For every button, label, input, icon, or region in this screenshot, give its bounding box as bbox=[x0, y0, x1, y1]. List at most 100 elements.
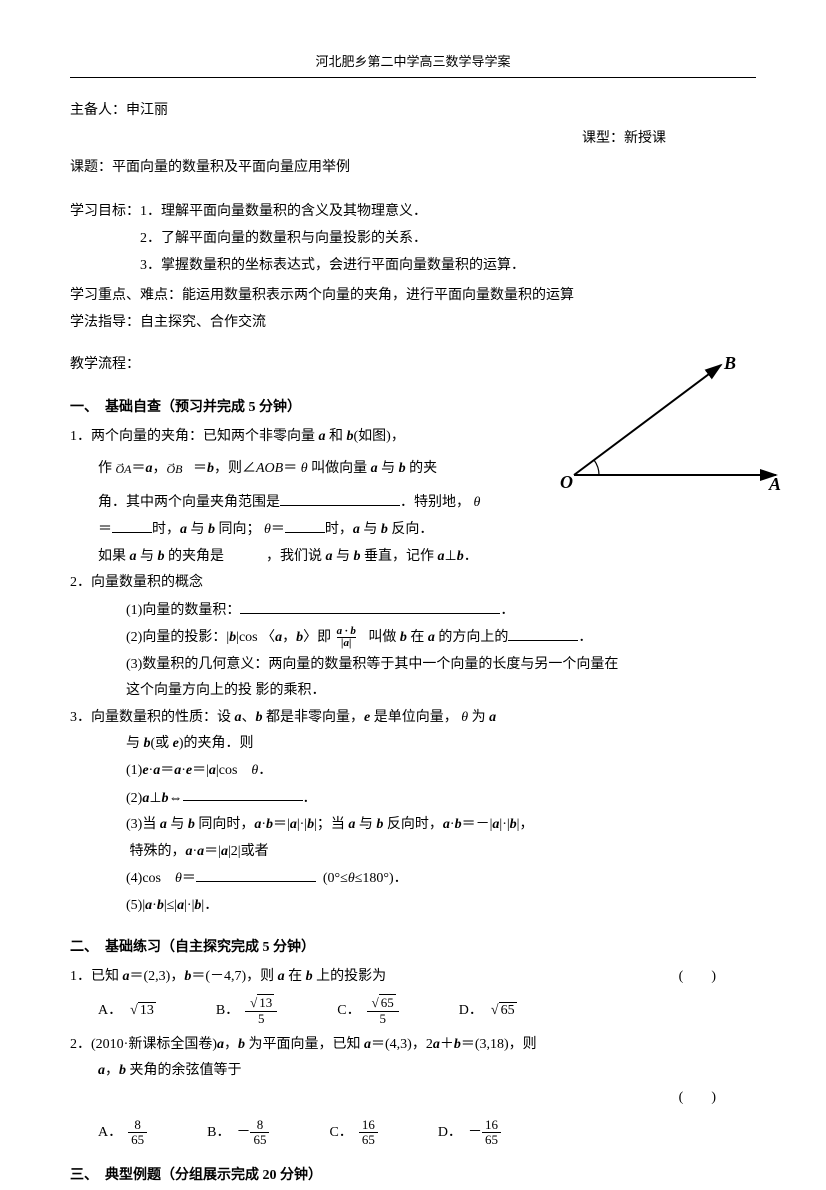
s1-1b-eq3: ＝ bbox=[283, 461, 297, 476]
blank-1d-1 bbox=[112, 516, 152, 533]
q1-paren: ( ) bbox=[679, 964, 716, 991]
s1-item3: 3．向量数量积的性质：设 a、b 都是非零向量，e 是单位向量， θ 为 a bbox=[70, 705, 756, 732]
q1C-d: 5 bbox=[367, 1012, 399, 1026]
s1-35-m: |≤| bbox=[164, 898, 177, 913]
s1-1b-mid: ，则∠ bbox=[214, 461, 256, 476]
s1-3b-pre: 与 bbox=[126, 736, 144, 751]
s1-1b-th: θ bbox=[301, 461, 308, 476]
s1-1-b: b bbox=[347, 429, 354, 444]
s1-3-4: (4)cos θ＝ (0°≤θ≤180°)． bbox=[70, 865, 756, 892]
q1-a2: a bbox=[278, 969, 285, 984]
s1-33-eq2: ＝－| bbox=[462, 817, 493, 832]
method-label: 学法指导： bbox=[70, 315, 140, 330]
s1-3-pre: 向量数量积的性质：设 bbox=[91, 710, 235, 725]
s1-34-th: θ bbox=[175, 871, 182, 886]
s1-33-b5: b bbox=[455, 817, 462, 832]
angle-diagram: O A B bbox=[556, 355, 786, 505]
s1-1d-t1: 时， bbox=[152, 522, 180, 537]
pf-den: |a| bbox=[341, 637, 351, 649]
s1-34-r2: ≤180°)． bbox=[355, 871, 408, 886]
q1D-v: 65 bbox=[499, 1002, 517, 1018]
s2-q1: 1．已知 a＝(2,3)，b＝(－4,7)，则 a 在 b 上的投影为 ( ) bbox=[70, 964, 756, 991]
blank-range bbox=[280, 489, 400, 506]
method-row: 学法指导：自主探究、合作交流 bbox=[70, 310, 756, 337]
s1-item2a: (1)向量的数量积：． bbox=[70, 597, 756, 624]
q1B-d: 5 bbox=[245, 1012, 277, 1026]
s1-item2c: (3)数量积的几何意义：两向量的数量积等于其中一个向量的长度与另一个向量在 bbox=[70, 652, 756, 679]
obj-2: 2．了解平面向量的数量积与向量投影的关系． bbox=[70, 226, 756, 253]
s1-3-mid2: 是单位向量， bbox=[370, 710, 458, 725]
s1-33-b6: b bbox=[510, 817, 517, 832]
s1-1d-t2: 时， bbox=[325, 522, 353, 537]
s1-1c-th: θ bbox=[474, 495, 481, 510]
s1-2-label: 向量数量积的概念 bbox=[91, 575, 203, 590]
s1-1e-w2: 与 bbox=[333, 549, 354, 564]
s1-1e-b2: b bbox=[354, 549, 361, 564]
s1-3-3: (3)当 a 与 b 同向时，a·b＝|a|·|b|；当 a 与 b 反向时，a… bbox=[70, 812, 756, 839]
s1-33-b2: b bbox=[266, 817, 273, 832]
s1-33b-pre: 特殊的， bbox=[130, 844, 186, 859]
s1-3-2: (2)a⊥b⇔． bbox=[70, 785, 756, 812]
vec-ob: →OB bbox=[167, 458, 183, 481]
s1-31-pre: (1) bbox=[126, 763, 142, 778]
s1-1d-a: a bbox=[180, 522, 187, 537]
lesson-type-row: 课型：新授课 bbox=[70, 126, 756, 153]
q1-opt-C: C．655 bbox=[337, 996, 398, 1026]
s1-33-pre: (3)当 bbox=[126, 817, 160, 832]
s1-3b-tail: )的夹角．则 bbox=[179, 736, 254, 751]
q2-num: 2． bbox=[70, 1037, 91, 1052]
q2b-a: a bbox=[98, 1063, 105, 1078]
pf-num: a · b bbox=[337, 625, 356, 637]
s1-1b-t2: 的夹 bbox=[406, 461, 438, 476]
s1-1e-b: b bbox=[158, 549, 165, 564]
s1-1b-a: a bbox=[146, 461, 153, 476]
s1-1c-pre: 角．其中两个向量夹角范围是 bbox=[98, 495, 280, 510]
s1-33b-eq: ＝| bbox=[204, 844, 221, 859]
s1-2-num: 2． bbox=[70, 575, 91, 590]
header-divider bbox=[70, 77, 756, 78]
q1A-v: 13 bbox=[138, 1002, 156, 1018]
q1-tail: 上的投影为 bbox=[313, 969, 387, 984]
obj-1: 1．理解平面向量数量积的含义及其物理意义． bbox=[140, 204, 427, 219]
s1-1b-eq2: ＝ bbox=[193, 461, 207, 476]
s1-1d-th: θ bbox=[264, 522, 271, 537]
s1-1d-eq2: ＝ bbox=[271, 522, 285, 537]
s1-33-end: |， bbox=[517, 817, 534, 832]
author-row: 主备人：申江丽 bbox=[70, 98, 756, 125]
s1-item3b: 与 b(或 e)的夹角．则 bbox=[70, 731, 756, 758]
q2-a3: a bbox=[433, 1037, 440, 1052]
s1-2b-ang: 〉即 bbox=[303, 630, 335, 645]
q2-opt-D: D．－1665 bbox=[438, 1118, 501, 1148]
s1-2a-label: (1)向量的数量积： bbox=[126, 603, 240, 618]
s1-33-b: b bbox=[188, 817, 195, 832]
objectives: 学习目标：1．理解平面向量数量积的含义及其物理意义． 2．了解平面向量的数量积与… bbox=[70, 199, 756, 279]
q1-opt-A: A．13 bbox=[98, 998, 156, 1025]
focus-label: 学习重点、难点： bbox=[70, 288, 182, 303]
s1-33-s: 同向时， bbox=[195, 817, 255, 832]
lesson-type-label: 课型： bbox=[582, 131, 624, 146]
s1-32-pre: (2) bbox=[126, 790, 142, 805]
s1-1d-w: 与 bbox=[187, 522, 208, 537]
s1-1d-pre: ＝ bbox=[98, 522, 112, 537]
s1-2b-pre: (2)向量的投影：| bbox=[126, 630, 229, 645]
s1-33-opp: 反向时， bbox=[383, 817, 443, 832]
s1-33-a3: a bbox=[290, 817, 297, 832]
q1B-l: B． bbox=[216, 1003, 239, 1018]
q2-eq2: ＝(3,18)，则 bbox=[461, 1037, 537, 1052]
s1-1-tail: (如图)， bbox=[354, 429, 405, 444]
s1-33b-sq: |2|或者 bbox=[228, 844, 269, 859]
s1-2b-a2: a bbox=[428, 630, 435, 645]
s1-3-3b: 特殊的，a·a＝|a|2|或者 bbox=[70, 839, 756, 866]
q1B-n: 13 bbox=[257, 994, 274, 1010]
s1-34-th2: θ bbox=[348, 871, 355, 886]
s1-3-num: 3． bbox=[70, 710, 91, 725]
s1-1d-s: 同向； bbox=[215, 522, 261, 537]
s1-34-r: (0°≤ bbox=[323, 871, 348, 886]
s1-1-and: 和 bbox=[326, 429, 347, 444]
s1-2b-c1: ， bbox=[282, 630, 296, 645]
q2-options: A．865 B．－865 C．1665 D．－1665 bbox=[70, 1118, 756, 1148]
topic-row: 课题：平面向量的数量积及平面向量应用举例 bbox=[70, 155, 756, 182]
q2C-l: C． bbox=[329, 1125, 352, 1140]
q2-plus: ＋ bbox=[440, 1037, 454, 1052]
blank-32 bbox=[183, 785, 303, 802]
